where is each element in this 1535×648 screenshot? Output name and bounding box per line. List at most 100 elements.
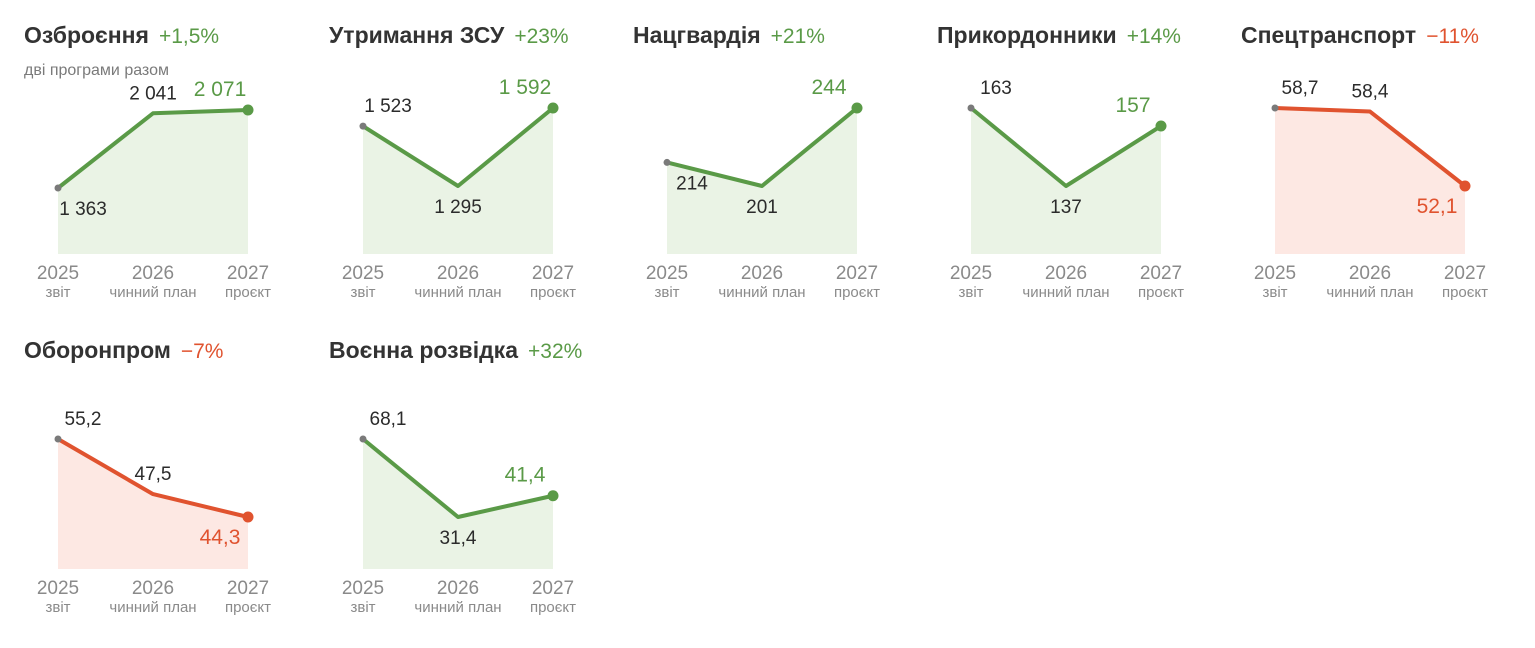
change-percent: +32%: [528, 340, 583, 363]
x-tick-note: звіт: [45, 284, 70, 301]
data-label: 55,2: [65, 409, 102, 430]
data-label: 52,1: [1417, 195, 1458, 218]
data-label: 44,3: [200, 526, 241, 549]
data-label: 244: [811, 76, 846, 99]
data-label: 47,5: [135, 464, 172, 485]
change-percent: −11%: [1426, 25, 1479, 48]
x-tick-year: 2026: [1045, 263, 1087, 284]
x-tick-year: 2027: [227, 578, 269, 599]
area-fill: [363, 439, 553, 569]
x-tick-note: звіт: [958, 284, 983, 301]
data-label: 137: [1050, 197, 1082, 218]
x-tick-note: проєкт: [1138, 284, 1184, 301]
series-line: [969, 106, 1163, 188]
x-tick-note: проєкт: [834, 284, 880, 301]
series-line: [665, 106, 859, 188]
data-label: 2 071: [194, 78, 247, 101]
x-tick-year: 2025: [342, 578, 384, 599]
x-tick-year: 2025: [950, 263, 992, 284]
data-label: 1 523: [364, 96, 412, 117]
data-label: 58,7: [1282, 78, 1319, 99]
chart-title: Прикордонники: [937, 22, 1117, 48]
x-tick-year: 2026: [132, 263, 174, 284]
x-tick-year: 2025: [1254, 263, 1296, 284]
chart-header: Утримання ЗСУ +23%: [329, 22, 569, 49]
data-label: 68,1: [370, 409, 407, 430]
x-tick-note: проєкт: [530, 599, 576, 616]
area-fill: [58, 110, 248, 254]
x-tick-note: звіт: [1262, 284, 1287, 301]
start-point: [967, 104, 975, 112]
start-point: [54, 184, 62, 192]
area-fill: [667, 108, 857, 254]
x-tick-note: проєкт: [1442, 284, 1488, 301]
area-fill: [971, 108, 1161, 254]
x-tick-year: 2025: [342, 263, 384, 284]
chart-panel: Нацгвардія +21% 214 201 244 2025 звіт 2026 чинни…: [633, 22, 923, 332]
change-percent: +21%: [770, 25, 825, 48]
area-fill: [58, 439, 248, 569]
end-point: [1459, 180, 1471, 192]
start-point: [359, 435, 367, 443]
chart-panel: Воєнна розвідка +32% 68,1 31,4 41,4 2025 звіт 2…: [329, 337, 619, 647]
x-tick-year: 2026: [1349, 263, 1391, 284]
change-percent: +1,5%: [158, 25, 220, 48]
end-point: [1155, 120, 1167, 132]
data-label: 201: [746, 197, 778, 218]
data-label: 41,4: [505, 464, 546, 487]
data-label: 157: [1115, 94, 1150, 117]
chart-header: Озброєння +1,5%: [24, 22, 219, 49]
x-tick-note: звіт: [45, 599, 70, 616]
x-tick-year: 2025: [37, 578, 79, 599]
x-tick-note: звіт: [350, 599, 375, 616]
chart-header: Нацгвардія +21%: [633, 22, 825, 49]
chart-header: Спецтранспорт −11%: [1241, 22, 1479, 49]
x-tick-year: 2027: [532, 263, 574, 284]
chart-header: Оборонпром −7%: [24, 337, 223, 364]
chart-title: Утримання ЗСУ: [329, 22, 505, 48]
x-tick-year: 2026: [437, 263, 479, 284]
x-tick-year: 2026: [437, 578, 479, 599]
x-tick-year: 2026: [741, 263, 783, 284]
chart-title: Нацгвардія: [633, 22, 761, 48]
x-tick-year: 2026: [132, 578, 174, 599]
x-tick-year: 2027: [532, 578, 574, 599]
x-tick-note: звіт: [654, 284, 679, 301]
chart-title: Воєнна розвідка: [329, 337, 518, 363]
series-line: [361, 437, 555, 519]
series-line: [361, 106, 555, 188]
start-point: [54, 435, 62, 443]
data-label: 2 041: [129, 83, 177, 104]
start-point: [1271, 104, 1279, 112]
data-label: 1 363: [59, 199, 107, 220]
x-tick-note: чинний план: [109, 284, 196, 301]
data-label: 214: [676, 173, 708, 194]
data-label: 58,4: [1352, 82, 1389, 103]
x-tick-year: 2025: [646, 263, 688, 284]
x-tick-note: чинний план: [414, 284, 501, 301]
chart-title: Озброєння: [24, 22, 149, 48]
series-line: [56, 108, 250, 190]
data-label: 1 592: [499, 76, 552, 99]
end-point: [242, 104, 254, 116]
chart-panel: Спецтранспорт −11% 58,7 58,4 52,1 2025 звіт 202…: [1241, 22, 1531, 332]
data-label: 31,4: [440, 528, 477, 549]
series-line: [1273, 106, 1467, 188]
change-percent: +14%: [1126, 25, 1181, 48]
area-fill: [1275, 108, 1465, 254]
x-tick-note: чинний план: [109, 599, 196, 616]
x-tick-note: звіт: [350, 284, 375, 301]
change-percent: −7%: [180, 340, 224, 363]
x-tick-note: чинний план: [414, 599, 501, 616]
start-point: [359, 122, 367, 130]
start-point: [663, 158, 671, 166]
data-label: 1 295: [434, 197, 482, 218]
x-tick-year: 2027: [227, 263, 269, 284]
x-tick-note: проєкт: [530, 284, 576, 301]
